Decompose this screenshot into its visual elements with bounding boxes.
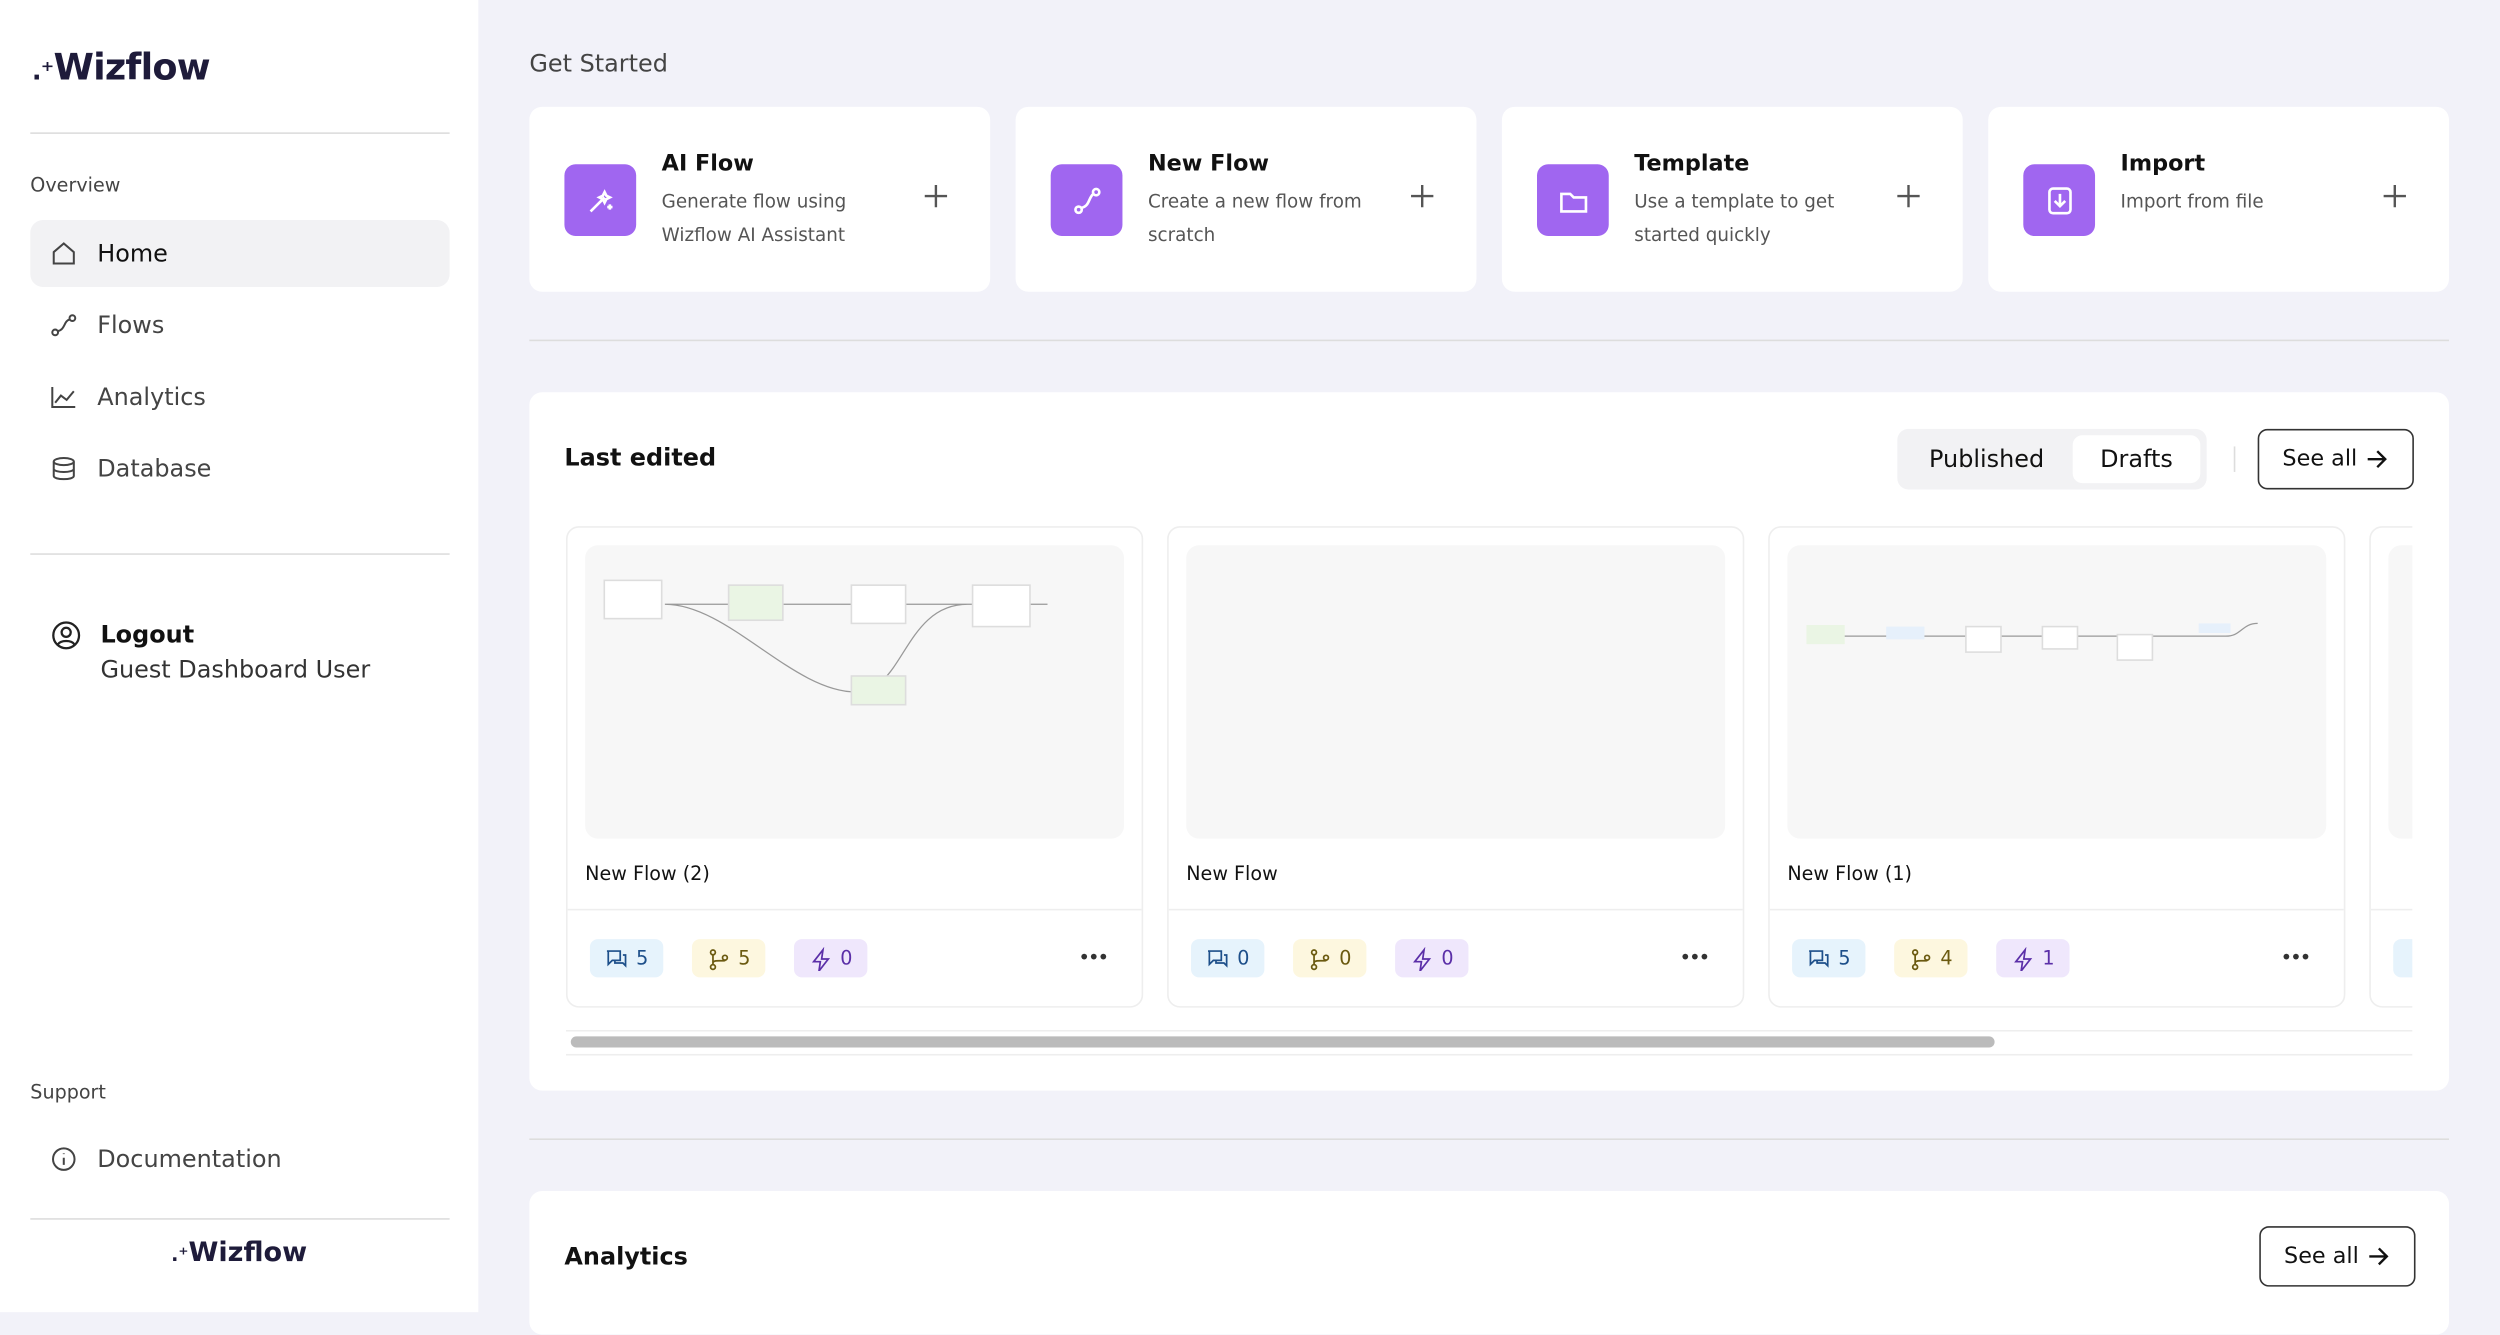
- logout-label: Logout: [100, 620, 195, 649]
- nav-label: Home: [97, 239, 168, 268]
- branches-count: 0: [1339, 947, 1352, 970]
- triggers-count: 0: [840, 947, 853, 970]
- panel-title: Last edited: [564, 443, 717, 472]
- branches-badge: 5: [691, 939, 765, 978]
- section-title: Get Started: [529, 49, 668, 79]
- card-title: Import: [2120, 151, 2206, 177]
- branches-count: 4: [1940, 947, 1953, 970]
- get-started-card[interactable]: AI Flow Generate flow using Wizflow AI A…: [529, 106, 991, 292]
- section-title: Support: [30, 1081, 106, 1104]
- last-edited-panel: Last edited Published Drafts See all New…: [529, 392, 2449, 1091]
- comments-count: 5: [636, 947, 649, 970]
- get-started-card[interactable]: Import Import from file: [1988, 106, 2449, 292]
- flow-card[interactable]: [2369, 526, 2413, 1008]
- tab[interactable]: Drafts: [2072, 435, 2201, 484]
- nav-label: Flows: [97, 310, 165, 340]
- triggers-badge: 1: [1996, 939, 2069, 978]
- button-label: See all: [2282, 446, 2358, 472]
- nav-label: Database: [97, 454, 212, 484]
- nav-item[interactable]: Flows: [30, 292, 449, 359]
- card-description: Create a new flow from scratch: [1147, 189, 1362, 246]
- see-all-button[interactable]: See all: [2259, 1226, 2416, 1287]
- card-title: AI Flow: [661, 151, 754, 177]
- sidebar: .⁺Wizflow Overview Home Flows Analytics Dat…: [0, 0, 479, 1313]
- get-started-card[interactable]: New Flow Create a new flow from scratch: [1015, 106, 1477, 292]
- panel-title: Analytics: [564, 1242, 688, 1271]
- triggers-count: 0: [1441, 947, 1454, 970]
- flow-card[interactable]: New Flow (1) 5 4 1: [1768, 526, 2346, 1008]
- branches-count: 5: [738, 947, 751, 970]
- card-description: Generate flow using Wizflow AI Assistant: [661, 189, 847, 246]
- nav-item[interactable]: Analytics: [30, 364, 449, 431]
- flow-name: New Flow (1): [1787, 862, 1913, 885]
- comments-count: 5: [1838, 947, 1851, 970]
- footer-logo: .⁺Wizflow: [171, 1237, 308, 1270]
- tab-group: Published Drafts: [1897, 428, 2207, 490]
- user-name: Guest Dashboard User: [100, 655, 371, 684]
- nav-item[interactable]: Home: [30, 220, 450, 287]
- flow-card[interactable]: New Flow (2) 5 5 0: [566, 526, 1144, 1008]
- triggers-badge: 0: [794, 939, 867, 978]
- analytics-panel: Analytics See all: [529, 1191, 2449, 1335]
- card-title: New Flow: [1147, 151, 1270, 177]
- see-all-button[interactable]: See all: [2257, 428, 2414, 490]
- comments-badge: 0: [1191, 939, 1264, 978]
- triggers-badge: 0: [1395, 939, 1468, 978]
- scrollbar[interactable]: [570, 1036, 1995, 1048]
- brand-name: Wizflow: [188, 1237, 308, 1270]
- more-menu[interactable]: [2282, 952, 2311, 962]
- tab[interactable]: Published: [1929, 444, 2045, 474]
- nav-label: Analytics: [97, 382, 206, 412]
- logout[interactable]: Logout Guest Dashboard User: [51, 620, 370, 684]
- flow-name: New Flow (2): [585, 862, 710, 885]
- card-title: Template: [1634, 151, 1750, 177]
- flow-name: New Flow: [1186, 862, 1278, 885]
- get-started-card[interactable]: Template Use a template to get started q…: [1501, 106, 1963, 292]
- brand-logo[interactable]: .⁺Wizflow: [31, 47, 211, 90]
- nav-item[interactable]: Database: [30, 435, 449, 502]
- flow-card[interactable]: New Flow 0 0 0: [1167, 526, 1745, 1008]
- comments-badge: 5: [1792, 939, 1865, 978]
- card-description: Use a template to get started quickly: [1634, 189, 1835, 246]
- comments-badge: 5: [589, 939, 663, 978]
- more-menu[interactable]: [1680, 952, 1709, 962]
- nav-item[interactable]: Documentation: [30, 1126, 449, 1193]
- nav-label: Documentation: [97, 1144, 282, 1174]
- branches-badge: 0: [1293, 939, 1366, 978]
- more-menu[interactable]: [1079, 952, 1108, 962]
- triggers-count: 1: [2042, 947, 2055, 970]
- branches-badge: 4: [1894, 939, 1967, 978]
- comments-count: 0: [1237, 947, 1250, 970]
- button-label: See all: [2284, 1243, 2359, 1270]
- brand-name: Wizflow: [53, 47, 210, 90]
- section-title: Overview: [30, 173, 121, 197]
- card-description: Import from file: [2120, 189, 2264, 213]
